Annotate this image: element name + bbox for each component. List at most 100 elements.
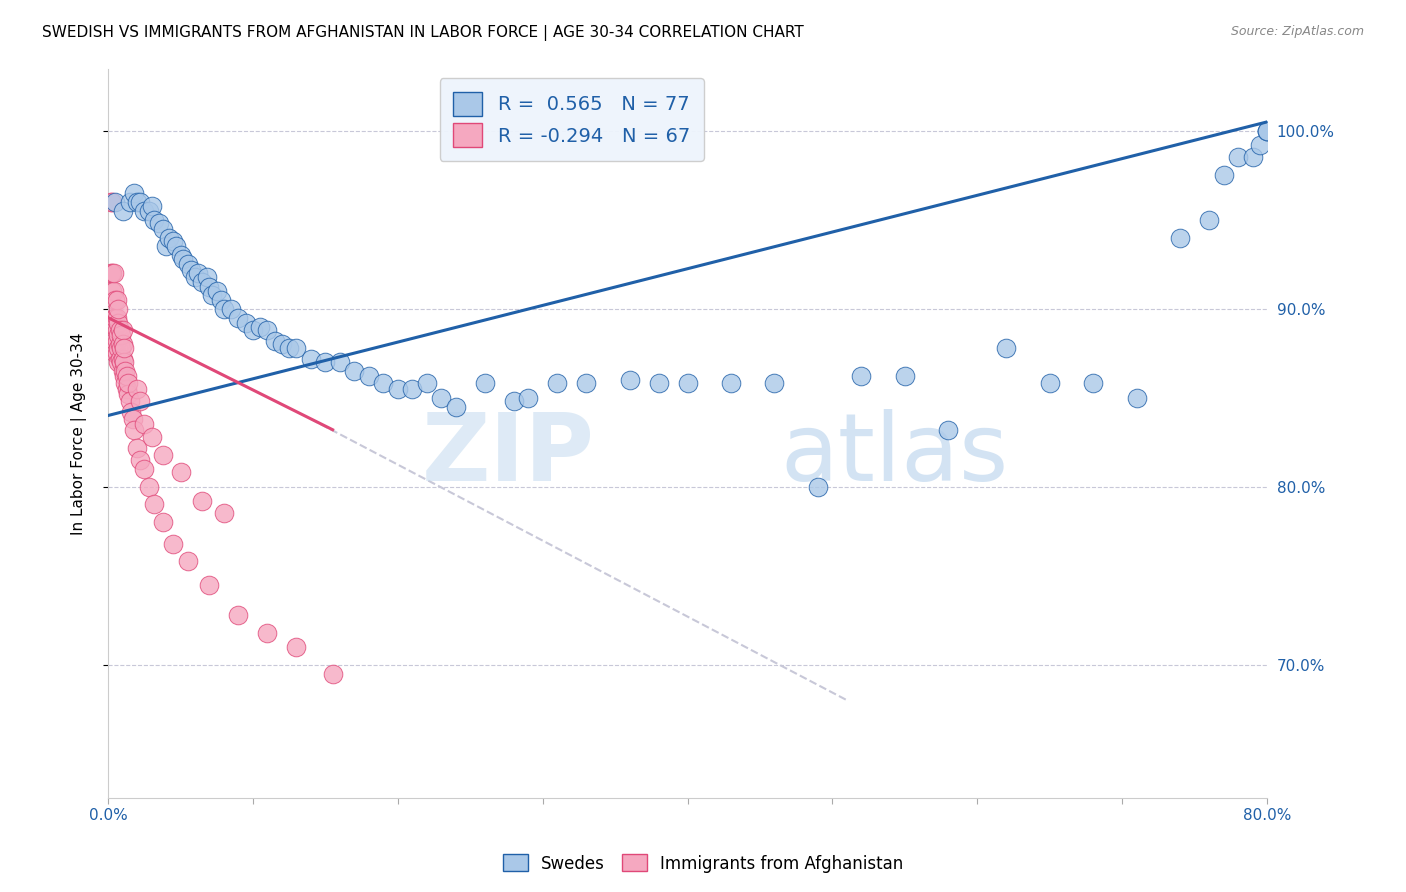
Point — [763, 376, 786, 391]
Point — [134, 462, 156, 476]
Point — [107, 355, 129, 369]
Text: Source: ZipAtlas.com: Source: ZipAtlas.com — [1230, 25, 1364, 38]
Point — [104, 334, 127, 348]
Point — [546, 376, 568, 391]
Point — [416, 376, 439, 391]
Point — [1227, 151, 1250, 165]
Point — [502, 394, 524, 409]
Point — [157, 230, 180, 244]
Point — [104, 310, 127, 325]
Point — [108, 337, 131, 351]
Point — [115, 382, 138, 396]
Point — [357, 369, 380, 384]
Point — [187, 266, 209, 280]
Point — [129, 453, 152, 467]
Point — [1198, 212, 1220, 227]
Point — [430, 391, 453, 405]
Point — [235, 316, 257, 330]
Text: atlas: atlas — [780, 409, 1008, 501]
Point — [111, 203, 134, 218]
Point — [807, 480, 830, 494]
Point — [172, 252, 194, 266]
Point — [112, 341, 135, 355]
Point — [122, 423, 145, 437]
Point — [314, 355, 336, 369]
Point — [256, 625, 278, 640]
Point — [121, 412, 143, 426]
Point — [198, 577, 221, 591]
Point — [100, 266, 122, 280]
Point — [1256, 124, 1278, 138]
Point — [138, 480, 160, 494]
Point — [575, 376, 598, 391]
Point — [107, 328, 129, 343]
Point — [180, 262, 202, 277]
Point — [995, 341, 1018, 355]
Point — [141, 198, 163, 212]
Point — [676, 376, 699, 391]
Point — [1083, 376, 1105, 391]
Point — [108, 323, 131, 337]
Point — [115, 369, 138, 384]
Point — [114, 364, 136, 378]
Point — [104, 346, 127, 360]
Point — [228, 607, 250, 622]
Point — [104, 194, 127, 209]
Point — [117, 376, 139, 391]
Point — [205, 284, 228, 298]
Point — [100, 194, 122, 209]
Point — [343, 364, 366, 378]
Point — [212, 507, 235, 521]
Point — [101, 284, 124, 298]
Point — [105, 334, 128, 348]
Point — [104, 319, 127, 334]
Point — [401, 382, 423, 396]
Point — [143, 498, 166, 512]
Point — [936, 423, 959, 437]
Point — [120, 405, 142, 419]
Text: SWEDISH VS IMMIGRANTS FROM AFGHANISTAN IN LABOR FORCE | AGE 30-34 CORRELATION CH: SWEDISH VS IMMIGRANTS FROM AFGHANISTAN I… — [42, 25, 804, 41]
Point — [720, 376, 742, 391]
Point — [373, 376, 395, 391]
Point — [894, 369, 917, 384]
Point — [285, 341, 308, 355]
Point — [110, 341, 132, 355]
Point — [851, 369, 873, 384]
Point — [1241, 151, 1264, 165]
Point — [256, 323, 278, 337]
Point — [143, 212, 166, 227]
Point — [134, 203, 156, 218]
Point — [162, 536, 184, 550]
Point — [101, 194, 124, 209]
Point — [162, 234, 184, 248]
Point — [134, 417, 156, 432]
Point — [249, 319, 271, 334]
Point — [184, 269, 207, 284]
Point — [1249, 138, 1271, 153]
Legend: R =  0.565   N = 77, R = -0.294   N = 67: R = 0.565 N = 77, R = -0.294 N = 67 — [440, 78, 704, 161]
Point — [387, 382, 409, 396]
Point — [110, 328, 132, 343]
Point — [105, 323, 128, 337]
Point — [474, 376, 496, 391]
Point — [105, 346, 128, 360]
Point — [138, 203, 160, 218]
Point — [101, 266, 124, 280]
Point — [212, 301, 235, 316]
Point — [112, 355, 135, 369]
Point — [125, 382, 148, 396]
Text: ZIP: ZIP — [422, 409, 595, 501]
Point — [299, 351, 322, 366]
Point — [191, 494, 214, 508]
Point — [201, 287, 224, 301]
Point — [114, 376, 136, 391]
Point — [285, 640, 308, 654]
Point — [647, 376, 669, 391]
Point — [152, 515, 174, 529]
Point — [263, 334, 285, 348]
Point — [165, 239, 187, 253]
Point — [271, 337, 294, 351]
Point — [107, 316, 129, 330]
Point — [107, 341, 129, 355]
Point — [177, 257, 200, 271]
